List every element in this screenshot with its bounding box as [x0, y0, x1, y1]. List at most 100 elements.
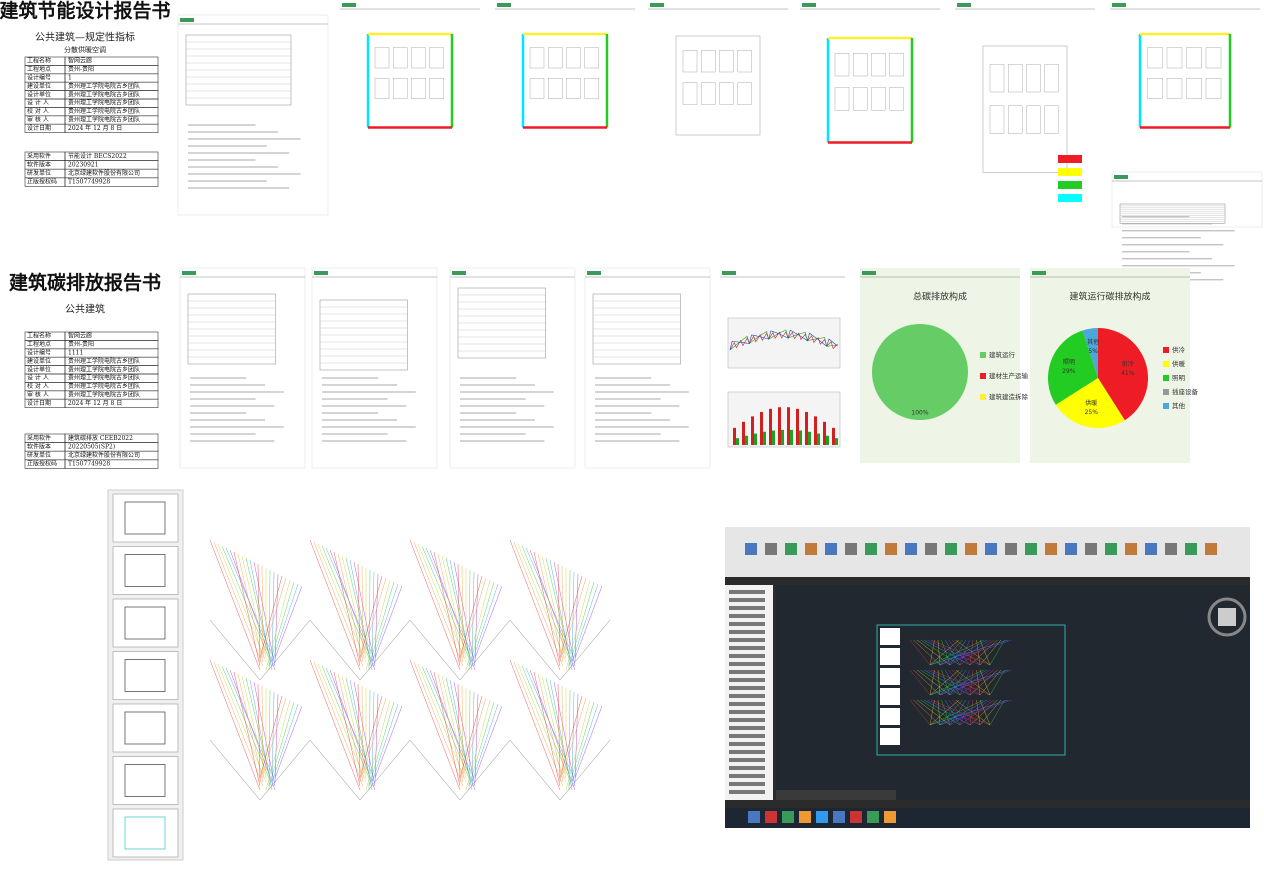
- pie-slice: [1098, 328, 1148, 421]
- wire-line: [329, 669, 376, 791]
- menu-item[interactable]: [729, 662, 765, 666]
- slice-name: 供暖: [1085, 399, 1097, 407]
- ribbon-button[interactable]: [1085, 543, 1097, 555]
- menu-item[interactable]: [729, 758, 765, 762]
- ribbon-button[interactable]: [785, 543, 797, 555]
- ribbon-button[interactable]: [1165, 543, 1177, 555]
- ribbon-button[interactable]: [925, 543, 937, 555]
- ribbon-button[interactable]: [1185, 543, 1197, 555]
- thumbnail-plan: [124, 501, 166, 535]
- cad-wire: [927, 699, 981, 726]
- legend-swatch: [1163, 347, 1169, 353]
- table-label: 工程名称: [27, 57, 51, 65]
- taskbar-icon[interactable]: [833, 811, 845, 823]
- wire-line: [249, 559, 273, 671]
- page-logo: [722, 271, 736, 275]
- wire-line: [241, 555, 267, 659]
- wire-outline: [409, 739, 511, 801]
- wire-line: [333, 551, 361, 667]
- menu-item[interactable]: [729, 742, 765, 746]
- taskbar-icon[interactable]: [782, 811, 794, 823]
- room: [834, 87, 850, 111]
- taskbar-icon[interactable]: [816, 811, 828, 823]
- menu-item[interactable]: [729, 670, 765, 674]
- ribbon-button[interactable]: [1125, 543, 1137, 555]
- cad-wire: [979, 699, 991, 726]
- view-cube-face: [1218, 608, 1236, 626]
- wire-line: [429, 669, 476, 791]
- menu-item[interactable]: [729, 718, 765, 722]
- plan-page: [495, 0, 635, 170]
- ribbon-button[interactable]: [1105, 543, 1117, 555]
- ribbon-button[interactable]: [885, 543, 897, 555]
- ribbon-button[interactable]: [805, 543, 817, 555]
- menu-item[interactable]: [729, 790, 765, 794]
- menu-item[interactable]: [729, 750, 765, 754]
- menu-item[interactable]: [729, 598, 765, 602]
- ribbon-button[interactable]: [1025, 543, 1037, 555]
- ribbon-button[interactable]: [825, 543, 837, 555]
- ribbon-button[interactable]: [845, 543, 857, 555]
- wire-line: [209, 539, 261, 671]
- ribbon-button[interactable]: [985, 543, 997, 555]
- cad-wire: [939, 669, 1012, 696]
- ribbon-button[interactable]: [1065, 543, 1077, 555]
- ribbon-button[interactable]: [765, 543, 777, 555]
- thumbnail-plan: [124, 816, 166, 850]
- line-series: [729, 329, 838, 351]
- menu-item[interactable]: [729, 686, 765, 690]
- menu-item[interactable]: [729, 774, 765, 778]
- taskbar-icon[interactable]: [765, 811, 777, 823]
- legend-swatch: [1058, 181, 1082, 189]
- ribbon-button[interactable]: [1205, 543, 1217, 555]
- menu-item[interactable]: [729, 734, 765, 738]
- ribbon-button[interactable]: [965, 543, 977, 555]
- ribbon-button[interactable]: [1045, 543, 1057, 555]
- menu-item[interactable]: [729, 710, 765, 714]
- menu-item[interactable]: [729, 638, 765, 642]
- menu-item[interactable]: [729, 606, 765, 610]
- legend-swatch: [980, 373, 986, 379]
- menu-item[interactable]: [729, 614, 765, 618]
- taskbar-icon[interactable]: [884, 811, 896, 823]
- table-label: 校 对 人: [27, 382, 49, 390]
- menu-item[interactable]: [729, 782, 765, 786]
- cad-wire: [969, 699, 998, 726]
- room: [682, 82, 698, 105]
- table-label: 采用软件: [27, 152, 51, 160]
- legend-label: 供暖: [1172, 359, 1186, 368]
- wire-line: [268, 581, 295, 667]
- menu-item[interactable]: [729, 646, 765, 650]
- ribbon-button[interactable]: [945, 543, 957, 555]
- ribbon-button[interactable]: [1145, 543, 1157, 555]
- ribbon-button[interactable]: [1005, 543, 1017, 555]
- report-subtitle: 公共建筑: [65, 303, 105, 316]
- cad-wire: [955, 639, 991, 666]
- menu-item[interactable]: [729, 678, 765, 682]
- cad-wire: [948, 669, 971, 696]
- table-label: 建设单位: [27, 357, 51, 365]
- ribbon-button[interactable]: [865, 543, 877, 555]
- table-label: 设计日期: [27, 399, 51, 407]
- table-value: 建筑碳排放 CEEB2022: [68, 434, 133, 442]
- taskbar-icon[interactable]: [867, 811, 879, 823]
- wire-line: [471, 703, 499, 783]
- menu-item[interactable]: [729, 590, 765, 594]
- taskbar-icon[interactable]: [799, 811, 811, 823]
- taskbar-icon[interactable]: [850, 811, 862, 823]
- taskbar-icon[interactable]: [748, 811, 760, 823]
- menu-item[interactable]: [729, 726, 765, 730]
- menu-item[interactable]: [729, 694, 765, 698]
- menu-item[interactable]: [729, 630, 765, 634]
- cad-wire: [930, 669, 991, 696]
- wire-line: [359, 695, 383, 779]
- ribbon-button[interactable]: [745, 543, 757, 555]
- menu-item[interactable]: [729, 766, 765, 770]
- wire-line: [374, 705, 403, 779]
- room: [1008, 64, 1023, 93]
- menu-item[interactable]: [729, 654, 765, 658]
- wire-outline: [209, 619, 311, 681]
- ribbon-button[interactable]: [905, 543, 917, 555]
- menu-item[interactable]: [729, 702, 765, 706]
- menu-item[interactable]: [729, 622, 765, 626]
